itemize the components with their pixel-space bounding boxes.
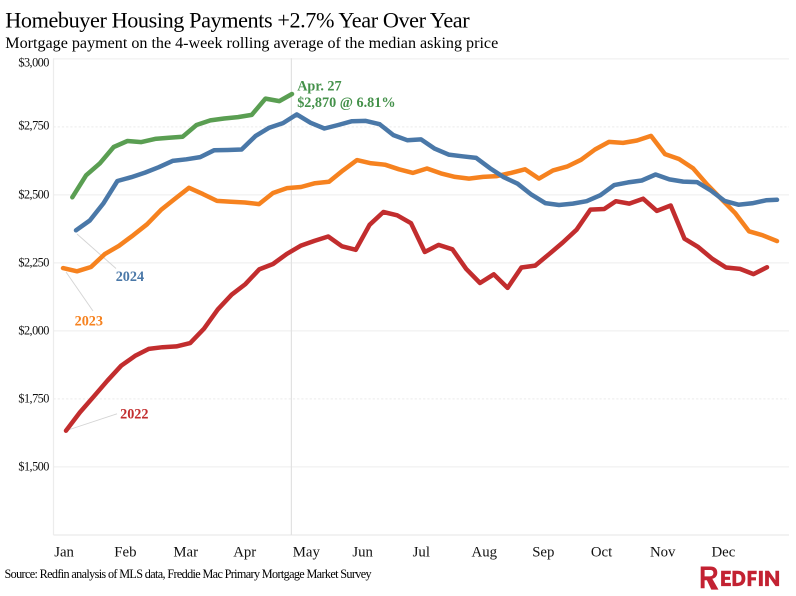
svg-text:Sep: Sep bbox=[532, 545, 554, 561]
svg-text:2022: 2022 bbox=[120, 406, 148, 422]
svg-text:$1,500: $1,500 bbox=[18, 460, 49, 474]
svg-text:Mortgage payment on the 4-week: Mortgage payment on the 4-week rolling a… bbox=[5, 35, 498, 52]
svg-text:Dec: Dec bbox=[711, 545, 735, 561]
svg-text:Apr: Apr bbox=[233, 545, 256, 561]
svg-text:May: May bbox=[293, 545, 321, 561]
svg-text:Source: Redfin analysis of MLS: Source: Redfin analysis of MLS data, Fre… bbox=[5, 567, 373, 581]
svg-text:Homebuyer Housing Payments +2.: Homebuyer Housing Payments +2.7% Year Ov… bbox=[5, 8, 470, 33]
svg-text:Nov: Nov bbox=[650, 545, 676, 561]
svg-text:Mar: Mar bbox=[173, 545, 198, 561]
svg-text:Jul: Jul bbox=[413, 545, 430, 561]
svg-text:Feb: Feb bbox=[114, 545, 136, 561]
svg-text:Apr. 27: Apr. 27 bbox=[297, 79, 341, 95]
svg-text:$2,870 @ 6.81%: $2,870 @ 6.81% bbox=[297, 95, 395, 111]
svg-text:$2,000: $2,000 bbox=[18, 324, 49, 338]
svg-text:2024: 2024 bbox=[116, 269, 144, 285]
svg-text:Jun: Jun bbox=[352, 545, 373, 561]
svg-text:Oct: Oct bbox=[591, 545, 613, 561]
svg-text:2023: 2023 bbox=[75, 314, 103, 330]
svg-text:Jan: Jan bbox=[54, 545, 74, 561]
svg-text:Aug: Aug bbox=[472, 545, 498, 561]
svg-text:$2,750: $2,750 bbox=[18, 119, 49, 133]
svg-text:$2,250: $2,250 bbox=[18, 256, 49, 270]
svg-text:$1,750: $1,750 bbox=[18, 392, 49, 406]
svg-text:$3,000: $3,000 bbox=[18, 56, 49, 70]
svg-text:$2,500: $2,500 bbox=[18, 187, 49, 201]
